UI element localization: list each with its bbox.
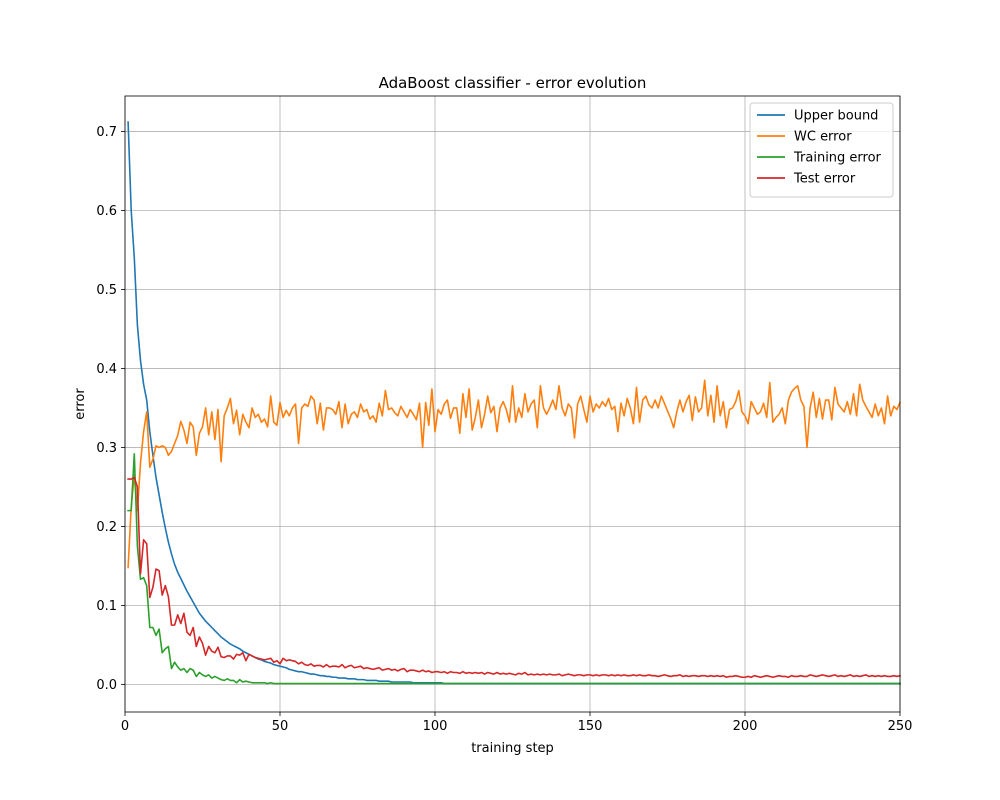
x-tick-label: 0 [121, 719, 129, 734]
x-tick-label: 100 [423, 719, 448, 734]
y-tick-label: 0.7 [96, 125, 117, 140]
legend-label: WC error [794, 130, 852, 145]
chart-title: AdaBoost classifier - error evolution [379, 74, 647, 92]
y-tick-label: 0.0 [96, 678, 117, 693]
x-tick-label: 150 [578, 719, 603, 734]
legend: Upper bound WC error Training error Test er… [749, 102, 894, 198]
y-tick-label: 0.4 [96, 362, 117, 377]
x-axis-label: training step [471, 741, 554, 756]
x-tick-label: 200 [733, 719, 758, 734]
series-line-test-error [127, 476, 901, 679]
plot-frame [124, 95, 901, 713]
legend-label: Training error [793, 151, 882, 166]
ticks: 0 50 100 150 200 250 0.0 0.1 0.2 0.3 0.4 0.5 0.6 0.7 [96, 125, 912, 734]
grid [124, 96, 901, 712]
series-layer [127, 121, 902, 685]
legend-label: Upper bound [794, 109, 878, 124]
legend-box [749, 102, 894, 198]
y-axis-label: error [73, 388, 88, 420]
y-tick-label: 0.1 [96, 599, 117, 614]
y-tick-label: 0.2 [96, 520, 117, 535]
series-line-wc-error [127, 379, 902, 569]
y-tick-label: 0.6 [96, 204, 117, 219]
x-tick-label: 50 [272, 719, 289, 734]
series-line-training-error [127, 452, 901, 685]
legend-label: Test error [793, 172, 856, 187]
y-tick-label: 0.3 [96, 441, 117, 456]
x-tick-label: 250 [888, 719, 913, 734]
y-tick-label: 0.5 [96, 283, 117, 298]
